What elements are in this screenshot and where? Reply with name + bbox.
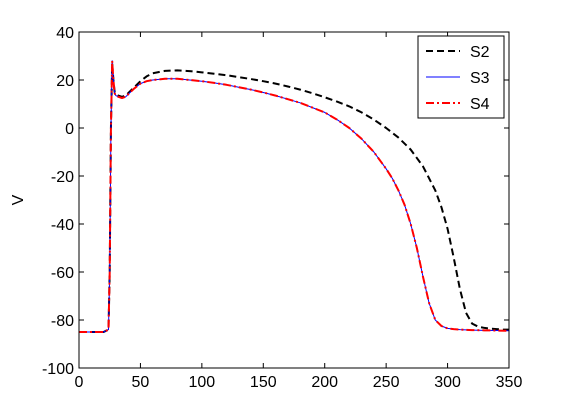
ticks-layer: 0 50 100 150 200 250 300 350 -100 -80 -60 -40 -20 0 20…	[42, 25, 522, 391]
y-tick-label: -100	[42, 361, 74, 378]
y-tick-label: -80	[51, 313, 74, 330]
y-tick-label: 40	[56, 25, 74, 42]
series-line-s2	[79, 62, 509, 333]
x-tick-label: 350	[496, 374, 523, 391]
series-line-s4	[79, 59, 509, 333]
y-tick-label: 20	[56, 73, 74, 90]
x-tick-label: 50	[132, 374, 150, 391]
x-tick-label: 150	[250, 374, 277, 391]
y-axis-label: V	[10, 194, 27, 205]
y-tick-label: -60	[51, 265, 74, 282]
y-tick-label: -40	[51, 217, 74, 234]
plot-frame	[78, 31, 510, 369]
x-tick-label: 200	[311, 374, 338, 391]
legend: S2 S3 S4	[417, 35, 505, 119]
legend-label-s3: S3	[470, 70, 490, 87]
y-tick-label: -20	[51, 169, 74, 186]
legend-label-s4: S4	[470, 96, 490, 113]
x-tick-label: 100	[189, 374, 216, 391]
y-tick-label: 0	[65, 121, 74, 138]
series-layer	[79, 59, 509, 333]
x-tick-label: 300	[434, 374, 461, 391]
legend-label-s2: S2	[470, 44, 490, 61]
x-tick-label: 0	[75, 374, 84, 391]
x-tick-label: 250	[373, 374, 400, 391]
